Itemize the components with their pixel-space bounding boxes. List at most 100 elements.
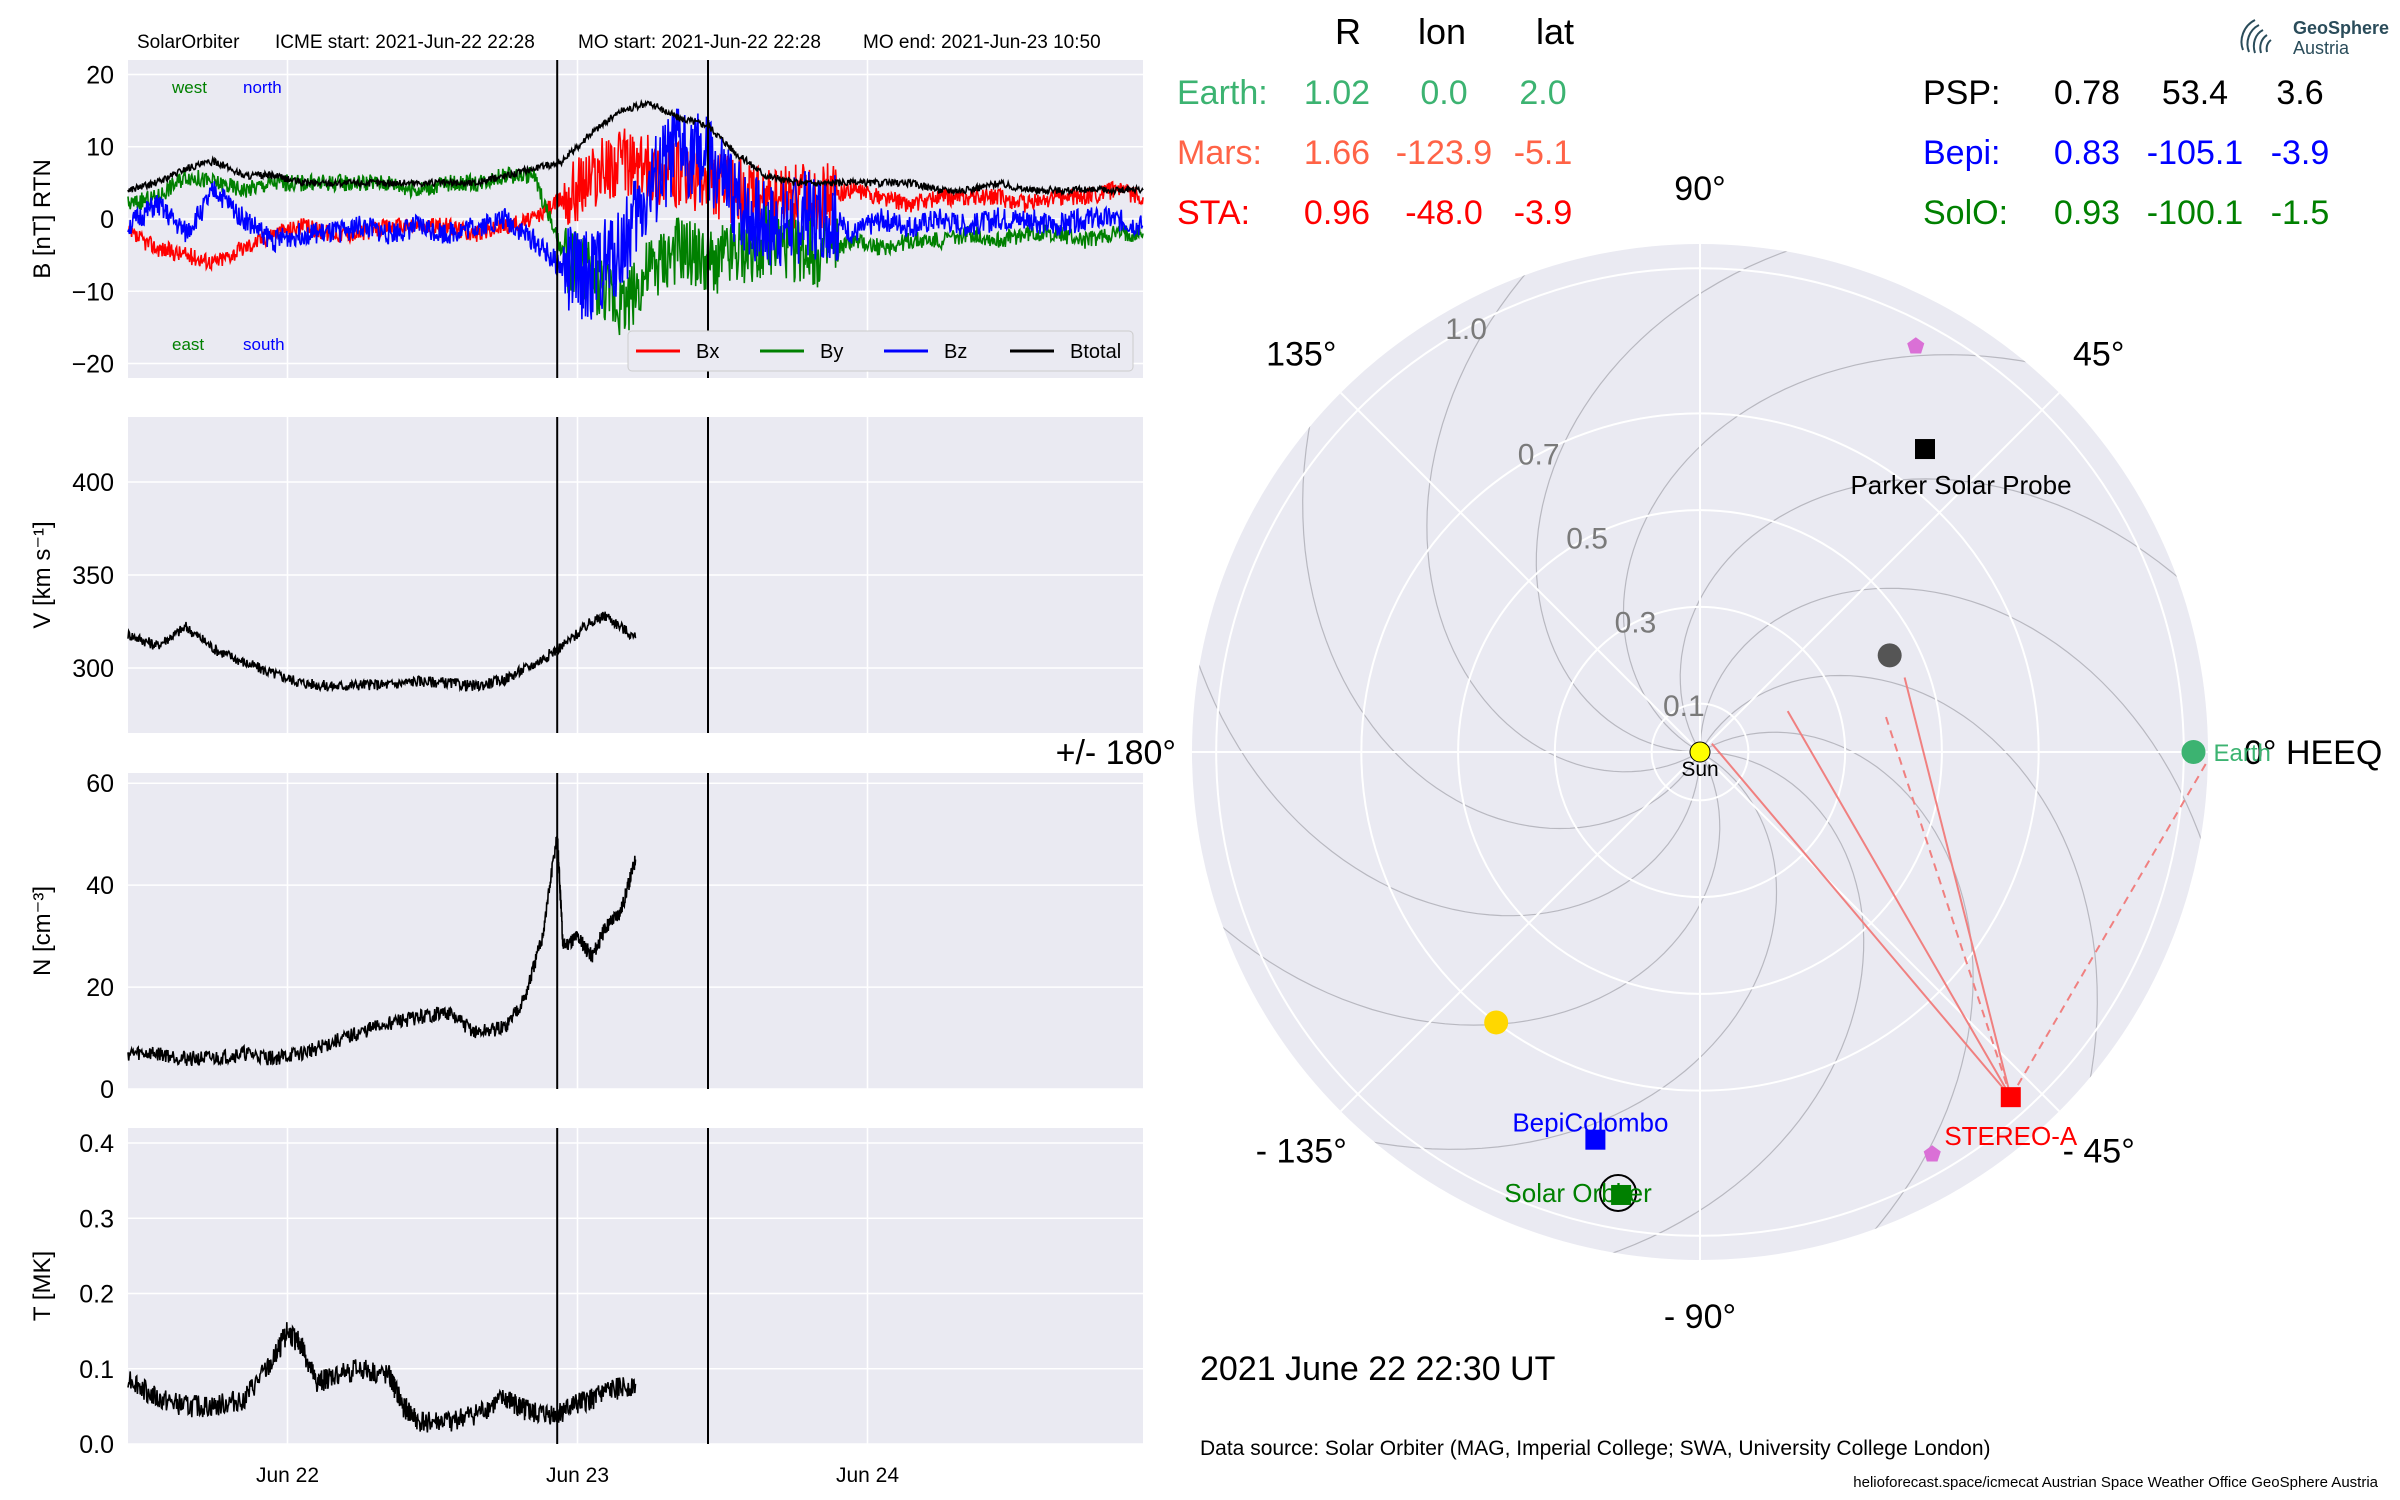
mo-start-label: MO start: 2021-Jun-22 22:28 (578, 32, 821, 53)
angle-label: 0° HEEQ (2244, 734, 2382, 772)
panel-density: 0 20 40 60 N [cm⁻³] (29, 770, 1143, 1104)
parker-spiral-line (1622, 354, 2074, 753)
angular-grid-line (1340, 392, 1701, 753)
parker-spiral-line (1192, 618, 1701, 917)
y-axis-label: V [km s⁻¹] (29, 521, 56, 628)
y-tick-label: 0 (100, 1076, 114, 1104)
positions-header-lat: lat (1536, 11, 1574, 52)
y-tick-label: −10 (72, 278, 114, 306)
y-tick-label: 0.2 (79, 1281, 114, 1309)
y-tick-label: 400 (72, 469, 114, 497)
x-tick-label: Jun 24 (836, 1464, 899, 1487)
y-tick-label: 0 (100, 206, 114, 234)
parker-spiral-line (1192, 751, 1721, 1026)
mo-end-label: MO end: 2021-Jun-23 10:50 (863, 32, 1101, 53)
stereo-a-fov-line (1786, 710, 2012, 1098)
marker-ring (1599, 1173, 1638, 1212)
positions-row-label: Earth: (1177, 74, 1268, 112)
y-axis-label: B [nT] RTN (29, 159, 56, 279)
parker-spiral-line (1426, 244, 1701, 773)
radial-tick-label: 0.7 (1518, 439, 1560, 472)
angle-label: - 45° (2063, 1133, 2135, 1171)
series-line-density (127, 835, 637, 1067)
positions-row-label: PSP: (1923, 74, 2000, 112)
series-line-speed (127, 611, 637, 693)
marker-square (1914, 439, 1935, 460)
body-label: Sun (1681, 758, 1718, 781)
logo-line2: Austria (2293, 38, 2350, 58)
body-marker-solar-orbiter: Solar Orbiter (1504, 1173, 1652, 1212)
y-tick-label: 0.1 (79, 1356, 114, 1384)
positions-lat-value: 2.0 (1519, 74, 1566, 112)
y-tick-label: 0.4 (79, 1130, 114, 1158)
spacecraft-label: SolarOrbiter (137, 32, 240, 53)
annotation-south: south (243, 335, 285, 354)
angle-label: 135° (1266, 335, 1336, 373)
y-tick-label: 300 (72, 655, 114, 683)
positions-row-left-0: Earth: 1.02 0.0 2.0 (1177, 74, 1567, 112)
angular-grid-line (1699, 392, 2060, 753)
positions-row-right-1: Bepi: 0.83 -105.1 -3.9 (1923, 134, 2329, 172)
body-marker-sun: Sun (1681, 741, 1719, 781)
legend-label-bx: Bx (696, 341, 719, 363)
marker-square (2000, 1087, 2021, 1108)
body-marker-parker-solar-probe: Parker Solar Probe (1850, 439, 2072, 500)
stereo-a-fov-line (1711, 743, 2012, 1098)
icme-start-label: ICME start: 2021-Jun-22 22:28 (275, 32, 535, 53)
positions-row-label: Mars: (1177, 134, 1262, 172)
body-marker-venus (1877, 643, 1902, 668)
panel-temperature: 0.0 0.1 0.2 0.3 0.4 T [MK] Jun 22 Jun 23 Jun 24 (29, 1128, 1143, 1487)
positions-r-value: 1.02 (1304, 74, 1370, 112)
positions-r-value: 0.96 (1304, 194, 1370, 232)
positions-lat-value: -1.5 (2271, 194, 2330, 232)
y-tick-label: 40 (86, 872, 114, 900)
annotation-north: north (243, 78, 282, 97)
body-marker-bepicolombo: BepiColombo (1512, 1108, 1668, 1150)
positions-header-R: R (1335, 11, 1361, 52)
positions-row-left-2: STA: 0.96 -48.0 -3.9 (1177, 194, 1572, 232)
legend-label-btotal: Btotal (1070, 341, 1121, 363)
radial-tick-label: 1.0 (1445, 313, 1487, 346)
positions-row-right-2: SolO: 0.93 -100.1 -1.5 (1923, 194, 2329, 232)
positions-lon-value: -105.1 (2147, 134, 2243, 172)
logo-line1: GeoSphere (2293, 18, 2390, 38)
radial-tick-label: 0.5 (1566, 523, 1608, 556)
parker-spiral-line (1699, 731, 1974, 1260)
geosphere-logo: GeoSphere Austria (2235, 12, 2389, 62)
body-marker-earth: Earth (2181, 740, 2271, 767)
positions-r-value: 0.83 (2054, 134, 2120, 172)
positions-row-right-0: PSP: 0.78 53.4 3.6 (1923, 74, 2324, 112)
stereo-a-fov-line (1903, 677, 2012, 1098)
body-label: Parker Solar Probe (1850, 470, 2071, 500)
stereo-a-fov-line (1883, 712, 2012, 1098)
x-tick-label: Jun 23 (546, 1464, 609, 1487)
parker-spirals (1192, 244, 2208, 1260)
parker-spiral-line (1679, 478, 2208, 753)
positions-r-value: 0.78 (2054, 74, 2120, 112)
positions-row-label: SolO: (1923, 194, 2008, 232)
timeseries-panels: −20 −10 0 10 20 B [nT] RTN west north east south B… (29, 60, 1144, 1487)
legend-label-bz: Bz (944, 341, 967, 363)
parker-spiral-line (1699, 674, 2098, 1126)
panel-magnetic_field: −20 −10 0 10 20 B [nT] RTN west north east south B… (29, 60, 1144, 379)
y-tick-label: 10 (86, 134, 114, 162)
angle-label: +/- 180° (1056, 734, 1176, 772)
legend-box (627, 330, 1134, 372)
radial-tick-label: 0.1 (1663, 690, 1705, 723)
positions-lat-value: -3.9 (1514, 194, 1573, 232)
annotation-west: west (171, 78, 207, 97)
marker-square (1585, 1129, 1606, 1150)
angle-label: - 135° (1256, 1133, 1347, 1171)
marker-circle (2181, 740, 2206, 764)
marker-circle (1877, 643, 1902, 668)
stereo-a-fov-line (2009, 650, 2208, 1098)
positions-lon-value: -100.1 (2147, 194, 2243, 232)
geosphere-logo-icon (2240, 19, 2272, 54)
polar-plot: 0.1 0.3 0.5 0.7 1.0 0° HEEQ 45° 90° 135° +/- 180°… (1056, 170, 2383, 1336)
positions-lon-value: -123.9 (1396, 134, 1492, 172)
marker-circle (1484, 1010, 1509, 1035)
body-marker-psp-orbit-marker-1 (1907, 337, 1925, 354)
series-line-temperature (127, 1322, 637, 1433)
parker-spiral-line (1699, 587, 2208, 886)
